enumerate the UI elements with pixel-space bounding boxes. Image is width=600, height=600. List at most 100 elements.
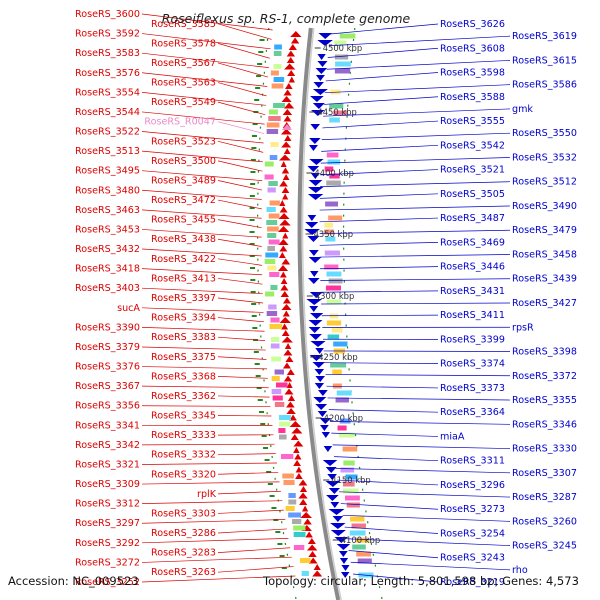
right-gene-label[interactable]: RoseRS_3458 [512,249,577,260]
right-gene-label[interactable]: RoseRS_3346 [512,419,577,430]
right-gene-label[interactable]: RoseRS_3245 [512,541,577,552]
right-gene-label[interactable]: RoseRS_3479 [512,225,577,236]
left-gene-label[interactable]: RoseRS_3513 [75,146,140,157]
left-gene-label[interactable]: RoseRS_3418 [75,264,140,275]
right-gene-label[interactable]: RoseRS_3219 [440,577,505,588]
left-gene-label[interactable]: RoseRS_3263 [151,567,216,578]
right-gene-label[interactable]: RoseRS_3287 [512,492,577,503]
left-gene-label[interactable]: RoseRS_3367 [75,381,140,392]
right-gene-label[interactable]: RoseRS_3550 [512,128,577,139]
left-gene-label[interactable]: RoseRS_3422 [151,254,216,265]
left-gene-label[interactable]: RoseRS_3286 [151,528,216,539]
right-gene-label[interactable]: RoseRS_3615 [512,55,577,66]
right-gene-label[interactable]: RoseRS_3512 [512,177,577,188]
left-gene-label[interactable]: sucA [117,303,140,314]
left-gene-label[interactable]: RoseRS_3362 [151,391,216,402]
left-gene-label[interactable]: RoseRS_3368 [151,371,216,382]
right-gene-label[interactable]: RoseRS_3296 [440,480,505,491]
right-gene-label[interactable]: RoseRS_3532 [512,152,577,163]
left-gene-label[interactable]: RoseRS_3252 [75,577,140,588]
left-gene-label[interactable]: RoseRS_3283 [151,548,216,559]
right-gene-label[interactable]: RoseRS_3439 [512,274,577,285]
left-gene-label[interactable]: RoseRS_3600 [75,9,140,20]
left-gene-label[interactable]: RoseRS_3403 [75,283,140,294]
left-gene-label[interactable]: RoseRS_3375 [151,352,216,363]
left-gene-label[interactable]: RoseRS_3455 [151,215,216,226]
left-gene-label[interactable]: RoseRS_3390 [75,322,140,333]
right-gene-label[interactable]: RoseRS_3372 [512,371,577,382]
left-gene-label[interactable]: RoseRS_3576 [75,68,140,79]
right-gene-label[interactable]: RoseRS_3373 [440,383,505,394]
left-gene-label[interactable]: RoseRS_3394 [151,313,216,324]
left-gene-label[interactable]: RoseRS_3303 [151,508,216,519]
left-gene-label[interactable]: RoseRS_3438 [151,234,216,245]
left-gene-label[interactable]: RoseRS_3453 [75,224,140,235]
left-gene-label[interactable]: RoseRS_3379 [75,342,140,353]
right-gene-label[interactable]: rho [512,565,528,576]
right-gene-label[interactable]: RoseRS_3446 [440,262,505,273]
left-gene-label[interactable]: RoseRS_3321 [75,459,140,470]
right-gene-label[interactable]: RoseRS_3608 [440,43,505,54]
left-gene-label[interactable]: RoseRS_3397 [151,293,216,304]
left-gene-label[interactable]: RoseRS_3463 [75,205,140,216]
right-gene-label[interactable]: RoseRS_3254 [440,528,505,539]
right-gene-label[interactable]: RoseRS_3243 [440,553,505,564]
right-gene-label[interactable]: RoseRS_3469 [440,237,505,248]
right-gene-label[interactable]: RoseRS_3260 [512,516,577,527]
left-gene-label[interactable]: RoseRS_3578 [151,38,216,49]
right-gene-label[interactable]: RoseRS_3505 [440,189,505,200]
left-gene-label[interactable]: RoseRS_3563 [151,78,216,89]
right-gene-label[interactable]: RoseRS_3311 [440,456,505,467]
right-gene-label[interactable]: RoseRS_3307 [512,468,577,479]
left-gene-label[interactable]: RoseRS_3567 [151,58,216,69]
right-gene-label[interactable]: RoseRS_3411 [440,310,505,321]
right-gene-label[interactable]: RoseRS_3431 [440,286,505,297]
left-gene-label[interactable]: RoseRS_3472 [151,195,216,206]
left-gene-label[interactable]: RoseRS_3342 [75,440,140,451]
right-gene-label[interactable]: rpsR [512,322,534,333]
left-gene-label[interactable]: RoseRS_3309 [75,479,140,490]
right-gene-label[interactable]: RoseRS_3586 [512,80,577,91]
right-gene-label[interactable]: RoseRS_3521 [440,165,505,176]
right-gene-label[interactable]: RoseRS_3490 [512,201,577,212]
right-gene-label[interactable]: RoseRS_3355 [512,395,577,406]
left-gene-label[interactable]: RoseRS_3383 [151,332,216,343]
right-gene-label[interactable]: RoseRS_3588 [440,92,505,103]
left-gene-label[interactable]: RoseRS_3312 [75,499,140,510]
left-gene-label[interactable]: RoseRS_3544 [75,107,140,118]
left-gene-label[interactable]: RoseRS_3332 [151,450,216,461]
left-gene-label[interactable]: RoseRS_3272 [75,557,140,568]
left-gene-label[interactable]: RoseRS_3495 [75,166,140,177]
left-gene-label[interactable]: RoseRS_3292 [75,538,140,549]
right-gene-label[interactable]: RoseRS_3398 [512,347,577,358]
left-gene-label[interactable]: RoseRS_3523 [151,136,216,147]
right-gene-label[interactable]: RoseRS_3619 [512,31,577,42]
left-gene-label[interactable]: rplK [197,489,217,500]
left-gene-label[interactable]: RoseRS_3413 [151,273,216,284]
right-gene-label[interactable]: RoseRS_3542 [440,140,505,151]
right-gene-label[interactable]: RoseRS_3364 [440,407,505,418]
right-gene-label[interactable]: RoseRS_3374 [440,359,505,370]
left-gene-label[interactable]: RoseRS_3489 [151,175,216,186]
left-gene-label[interactable]: RoseRS_3522 [75,127,140,138]
right-gene-label[interactable]: gmk [512,104,533,115]
left-gene-label[interactable]: RoseRS_3583 [75,48,140,59]
right-gene-label[interactable]: RoseRS_3626 [440,19,505,30]
left-gene-label[interactable]: RoseRS_3592 [75,29,140,40]
left-gene-label[interactable]: RoseRS_3554 [75,87,140,98]
left-gene-label[interactable]: RoseRS_3549 [151,97,216,108]
left-gene-label[interactable]: RoseRS_R0047 [144,117,216,128]
right-gene-label[interactable]: RoseRS_3273 [440,504,505,515]
left-gene-label[interactable]: RoseRS_3585 [151,19,216,30]
right-gene-label[interactable]: RoseRS_3598 [440,68,505,79]
left-gene-label[interactable]: RoseRS_3297 [75,518,140,529]
left-gene-label[interactable]: RoseRS_3320 [151,469,216,480]
right-gene-label[interactable]: RoseRS_3427 [512,298,577,309]
left-gene-label[interactable]: RoseRS_3432 [75,244,140,255]
left-gene-label[interactable]: RoseRS_3356 [75,401,140,412]
right-gene-label[interactable]: RoseRS_3330 [512,444,577,455]
left-gene-label[interactable]: RoseRS_3345 [151,411,216,422]
left-gene-label[interactable]: RoseRS_3376 [75,362,140,373]
right-gene-label[interactable]: RoseRS_3555 [440,116,505,127]
left-gene-label[interactable]: RoseRS_3480 [75,185,140,196]
